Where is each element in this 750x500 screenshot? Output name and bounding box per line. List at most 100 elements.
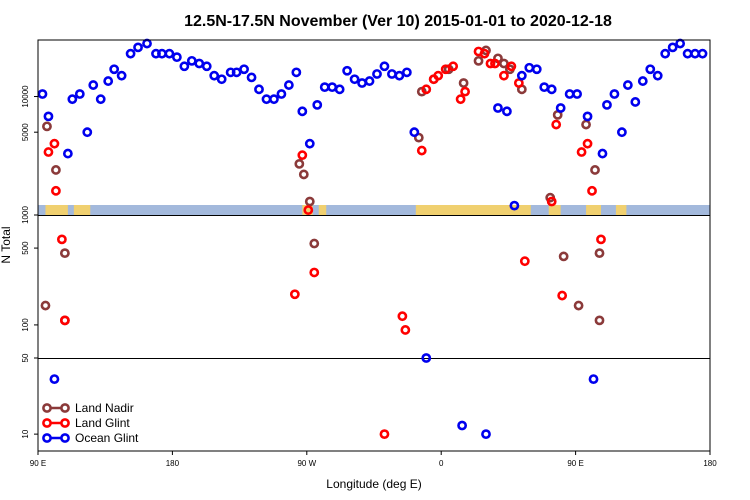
data-point	[309, 238, 320, 249]
data-point	[594, 248, 605, 259]
data-point	[433, 70, 444, 81]
legend-item: Land Glint	[42, 416, 130, 430]
data-point	[49, 138, 60, 149]
data-point	[546, 196, 557, 207]
data-point	[103, 76, 114, 86]
data-point	[95, 94, 106, 105]
data-point	[289, 289, 300, 300]
y-tick-label: 1000	[21, 206, 30, 224]
data-point	[576, 147, 587, 157]
data-point	[261, 94, 272, 105]
land-segment	[318, 205, 327, 216]
data-point	[125, 48, 136, 59]
data-point	[297, 150, 308, 161]
data-point	[379, 61, 390, 72]
data-point	[88, 80, 99, 90]
data-point	[590, 165, 600, 175]
data-point	[276, 89, 287, 99]
data-point	[194, 58, 205, 69]
data-point	[531, 64, 542, 75]
x-axis-label: Longitude (deg E)	[326, 477, 421, 491]
data-point	[254, 84, 264, 95]
data-point	[349, 74, 360, 85]
data-point	[682, 48, 693, 59]
data-point	[49, 374, 60, 385]
data-point	[51, 185, 61, 196]
data-point	[239, 64, 249, 75]
data-point	[493, 103, 503, 113]
data-point	[637, 76, 648, 86]
data-point	[630, 97, 641, 107]
data-point	[387, 69, 397, 79]
data-point	[652, 70, 663, 81]
data-point	[401, 67, 412, 78]
data-point	[416, 145, 427, 156]
data-point	[133, 42, 143, 53]
data-point	[179, 61, 190, 72]
data-point	[460, 86, 470, 97]
data-point	[596, 234, 606, 245]
data-point	[546, 84, 557, 95]
data-point	[379, 429, 390, 440]
land-segment	[302, 205, 313, 216]
data-point	[209, 70, 220, 81]
x-tick-label: 90 E	[30, 459, 46, 468]
data-point	[109, 64, 120, 75]
data-point	[164, 48, 175, 59]
data-point	[231, 67, 242, 78]
data-points	[37, 38, 708, 440]
data-point	[142, 38, 152, 49]
data-point	[334, 84, 345, 95]
data-point	[582, 138, 593, 149]
data-point	[283, 80, 294, 90]
data-point	[473, 55, 484, 66]
data-point	[342, 65, 353, 76]
data-point	[51, 165, 61, 175]
land-segment	[586, 205, 601, 216]
data-point	[502, 106, 512, 117]
data-point	[59, 315, 70, 326]
data-point	[697, 48, 708, 59]
data-point	[690, 48, 700, 59]
y-tick-label: 10000	[21, 85, 30, 108]
x-tick-label: 0	[439, 459, 444, 468]
data-point	[616, 127, 627, 138]
legend-marker	[60, 418, 70, 428]
legend-marker	[42, 403, 52, 413]
data-point	[116, 70, 127, 81]
legend-item: Ocean Glint	[42, 431, 139, 445]
y-tick-label: 10	[21, 429, 30, 438]
data-point	[509, 200, 520, 211]
data-point	[40, 300, 51, 311]
data-point	[555, 103, 566, 113]
y-axis-label: N Total	[0, 226, 13, 263]
land-segment	[45, 205, 68, 216]
data-point	[157, 48, 167, 59]
data-point	[294, 158, 305, 169]
data-point	[62, 148, 73, 159]
data-point	[481, 429, 491, 440]
data-point	[394, 70, 405, 81]
data-point	[485, 58, 496, 69]
plot-frame	[37, 39, 711, 452]
data-point	[216, 74, 227, 85]
data-point	[602, 99, 612, 110]
data-point	[59, 248, 70, 259]
data-point	[42, 121, 52, 132]
data-point	[327, 82, 338, 93]
data-point	[319, 82, 330, 93]
data-point	[675, 38, 686, 49]
series-land-nadir	[40, 45, 605, 326]
data-point	[499, 70, 509, 81]
data-point	[458, 78, 469, 88]
x-tick-label: 180	[703, 459, 717, 468]
data-point	[372, 69, 382, 79]
data-point	[400, 325, 411, 335]
data-point	[37, 89, 48, 99]
data-point	[519, 256, 530, 267]
data-point	[304, 196, 315, 207]
data-point	[74, 89, 85, 99]
data-point	[298, 169, 309, 180]
data-point	[246, 72, 257, 83]
